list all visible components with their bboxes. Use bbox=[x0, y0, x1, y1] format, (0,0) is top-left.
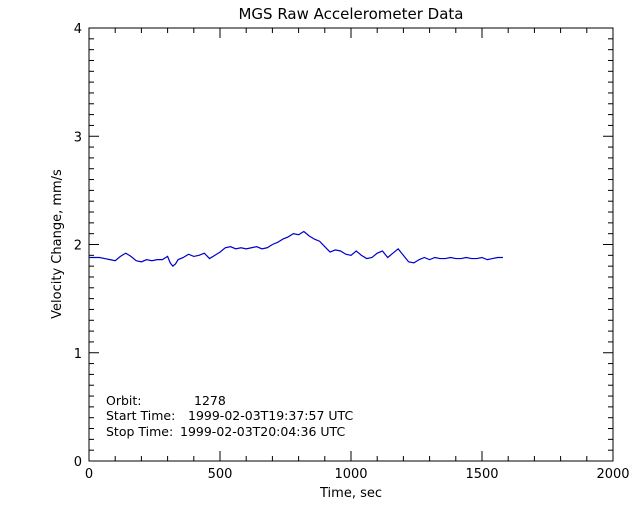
chart-title: MGS Raw Accelerometer Data bbox=[238, 5, 463, 23]
x-axis-label: Time, sec bbox=[319, 486, 382, 501]
y-tick-label: 3 bbox=[74, 130, 82, 145]
tick-labels-layer: 0 500 1000 1500 2000 0 1 2 3 4 bbox=[74, 22, 630, 482]
x-tick-label: 500 bbox=[208, 467, 233, 482]
start-time-value: 1999-02-03T19:37:57 UTC bbox=[188, 408, 353, 423]
stop-time-value: 1999-02-03T20:04:36 UTC bbox=[180, 424, 345, 439]
y-tick-label: 4 bbox=[74, 22, 82, 37]
x-tick-label: 2000 bbox=[596, 467, 629, 482]
velocity-series-line bbox=[89, 230, 503, 267]
x-tick-label: 0 bbox=[85, 467, 93, 482]
y-tick-label: 0 bbox=[74, 455, 82, 470]
start-time-label: Start Time: bbox=[106, 408, 175, 423]
y-tick-label: 2 bbox=[74, 239, 82, 254]
x-tick-label: 1500 bbox=[465, 467, 498, 482]
ticks-layer bbox=[88, 27, 614, 462]
y-axis-label: Velocity Change, mm/s bbox=[50, 169, 65, 319]
orbit-annotations: Orbit: 1278 Start Time: 1999-02-03T19:37… bbox=[106, 393, 353, 439]
y-tick-label: 1 bbox=[74, 347, 82, 362]
x-tick-label: 1000 bbox=[334, 467, 367, 482]
orbit-label: Orbit: bbox=[106, 393, 142, 408]
stop-time-label: Stop Time: bbox=[106, 424, 173, 439]
plot-frame bbox=[88, 27, 614, 462]
orbit-value: 1278 bbox=[194, 393, 226, 408]
